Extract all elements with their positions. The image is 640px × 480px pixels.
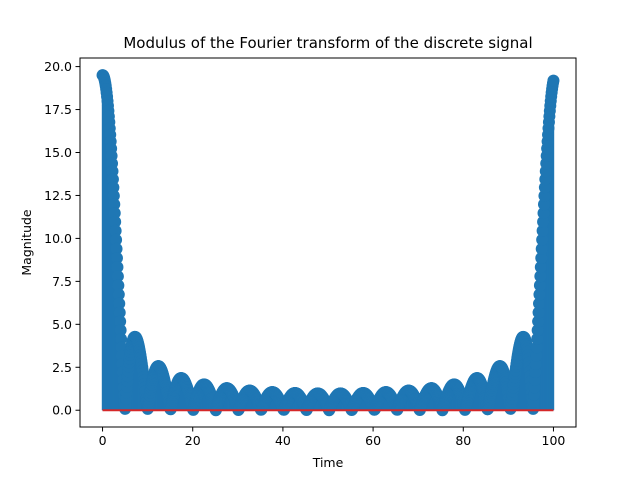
y-axis: 0.0 2.5 5.0 7.5 10.0 12.5 15.0 17.5 20.0 [44, 59, 80, 418]
y-tick-label: 17.5 [44, 102, 72, 117]
stem-marker [533, 288, 546, 301]
stem-marker [110, 233, 123, 246]
stem-marker [108, 207, 121, 220]
x-tick-label: 0 [99, 433, 107, 448]
y-tick-label: 2.5 [52, 360, 72, 375]
y-tick-label: 15.0 [44, 145, 72, 160]
stem-marker [114, 324, 127, 337]
stem-marker [110, 242, 123, 255]
stem-marker [534, 270, 547, 283]
stem-marker [533, 279, 546, 292]
stem-markers [96, 69, 560, 417]
stem-marker [108, 198, 121, 211]
stem-marker [109, 215, 122, 228]
stem-marker [114, 315, 127, 328]
y-tick-label: 7.5 [52, 274, 72, 289]
y-tick-label: 12.5 [44, 188, 72, 203]
stem-marker [107, 189, 120, 202]
y-tick-label: 0.0 [52, 403, 72, 418]
stem-marker [530, 341, 543, 354]
x-axis: 0 20 40 60 80 100 [99, 427, 566, 448]
stem-marker [110, 252, 123, 265]
x-tick-label: 40 [275, 433, 291, 448]
stem-marker [536, 224, 549, 237]
x-tick-label: 100 [542, 433, 566, 448]
stem-marker [113, 297, 126, 310]
y-tick-label: 20.0 [44, 59, 72, 74]
y-tick-label: 5.0 [52, 317, 72, 332]
stem-marker [535, 242, 548, 255]
stem-marker [536, 233, 549, 246]
chart-title: Modulus of the Fourier transform of the … [123, 34, 532, 52]
stem-marker [532, 306, 545, 319]
plot-area [96, 69, 560, 417]
stem-marker [115, 332, 128, 345]
stem-marker [111, 261, 124, 274]
stem-marker [531, 324, 544, 337]
stem-marker [111, 270, 124, 283]
stem-marker [532, 315, 545, 328]
stem-marker [537, 207, 550, 220]
stem-marker [537, 198, 550, 211]
x-tick-label: 60 [365, 433, 381, 448]
stem-marker [537, 215, 550, 228]
stem-marker [109, 224, 122, 237]
stem-marker [113, 306, 126, 319]
stem-marker [547, 74, 560, 87]
x-tick-label: 80 [455, 433, 471, 448]
axes-frame [79, 57, 577, 428]
x-axis-label: Time [312, 455, 344, 470]
y-tick-label: 10.0 [44, 231, 72, 246]
y-axis-label: Magnitude [19, 209, 34, 276]
stem-marker [534, 261, 547, 274]
stem-marker [535, 251, 548, 264]
stem-marker [112, 288, 125, 301]
stem-marker [112, 279, 125, 292]
stem-marker [533, 297, 546, 310]
x-tick-label: 20 [185, 433, 201, 448]
stem-marker [531, 332, 544, 345]
